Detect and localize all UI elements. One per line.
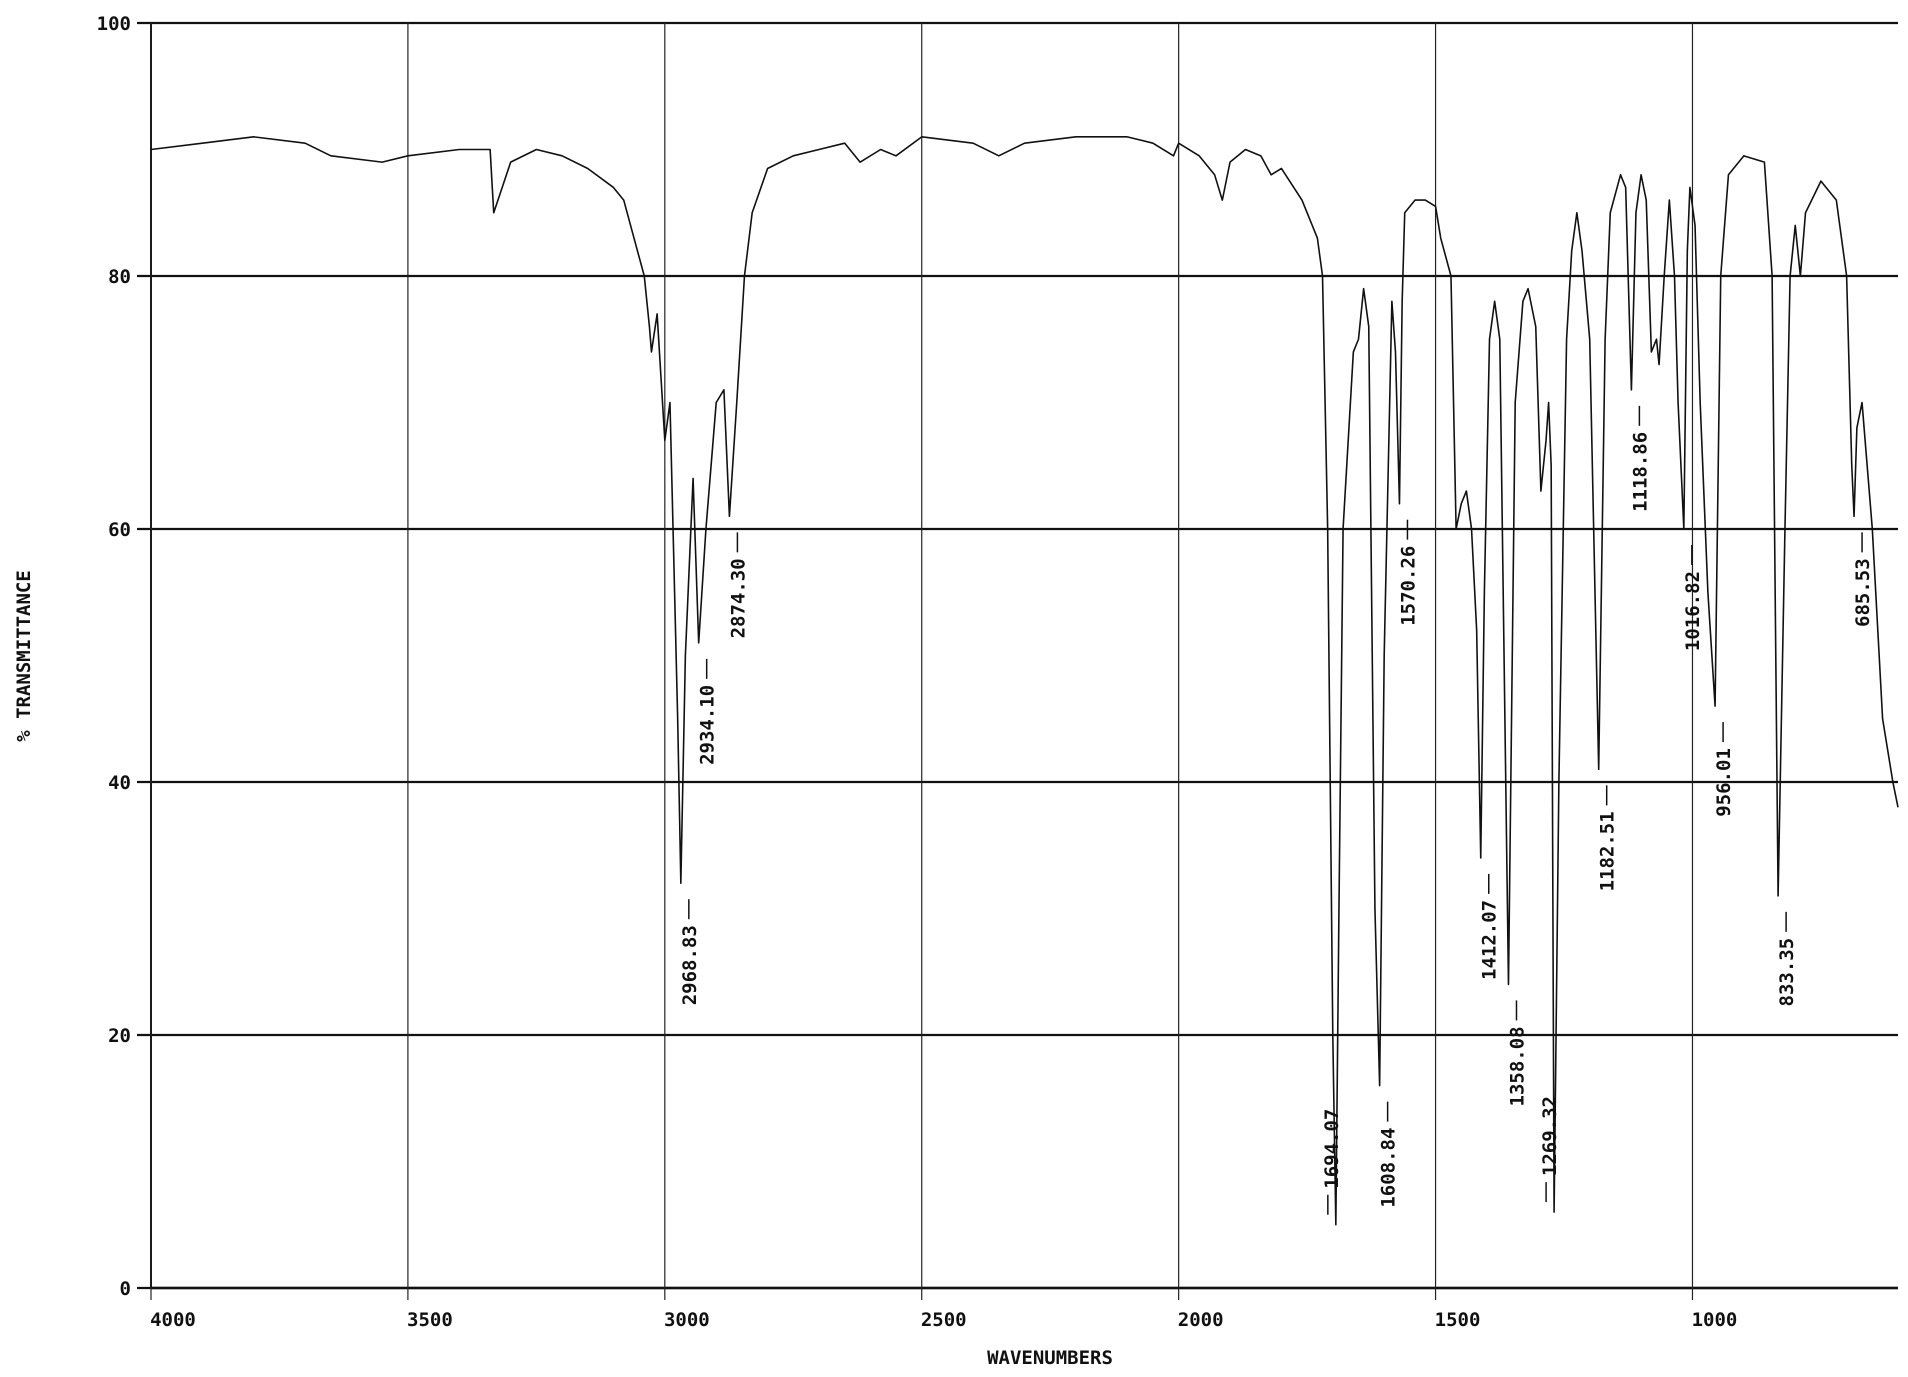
x-axis-label: WAVENUMBERS bbox=[987, 1347, 1113, 1369]
annotation: 1412.07 bbox=[1479, 900, 1501, 980]
y-axis-label: % TRANSMITTANCE bbox=[13, 570, 35, 742]
annotation: 1016.82 bbox=[1682, 571, 1704, 651]
annotation: 2874.30 bbox=[727, 558, 749, 638]
x-tick-label: 3500 bbox=[407, 1309, 453, 1331]
y-tick-label: 60 bbox=[108, 519, 131, 541]
annotation: 956.01 bbox=[1713, 748, 1735, 817]
x-tick-label: 1000 bbox=[1692, 1309, 1738, 1331]
annotation: 833.35 bbox=[1776, 938, 1798, 1007]
x-tick-label: 3000 bbox=[664, 1309, 710, 1331]
x-tick-label: 4000 bbox=[150, 1309, 196, 1331]
spectrum-line bbox=[150, 136, 1899, 1226]
y-tick-label: 40 bbox=[108, 772, 131, 794]
y-tick-label: 80 bbox=[108, 266, 131, 288]
x-tick-label: 1500 bbox=[1435, 1309, 1481, 1331]
y-tick-label: 0 bbox=[120, 1278, 131, 1300]
y-tick-label: 100 bbox=[97, 13, 131, 35]
annotation: 1694.07 bbox=[1321, 1109, 1343, 1189]
annotation: 1269.32 bbox=[1539, 1096, 1561, 1176]
annotation: 2934.10 bbox=[697, 685, 719, 765]
annotation: 1182.51 bbox=[1597, 811, 1619, 891]
annotation: 2968.83 bbox=[679, 925, 701, 1005]
x-tick-label: 2500 bbox=[921, 1309, 967, 1331]
annotation: 1608.84 bbox=[1378, 1128, 1400, 1208]
annotation: 685.53 bbox=[1852, 558, 1874, 627]
y-tick-label: 20 bbox=[108, 1025, 131, 1047]
annotation: 1118.86 bbox=[1629, 432, 1651, 512]
x-tick-label: 2000 bbox=[1178, 1309, 1224, 1331]
annotation: 1570.26 bbox=[1397, 546, 1419, 626]
annotation: 1358.08 bbox=[1506, 1026, 1528, 1106]
